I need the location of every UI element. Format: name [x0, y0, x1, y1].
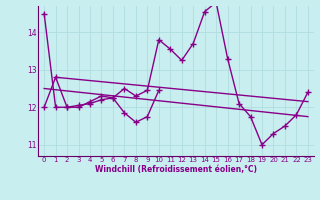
X-axis label: Windchill (Refroidissement éolien,°C): Windchill (Refroidissement éolien,°C) [95, 165, 257, 174]
